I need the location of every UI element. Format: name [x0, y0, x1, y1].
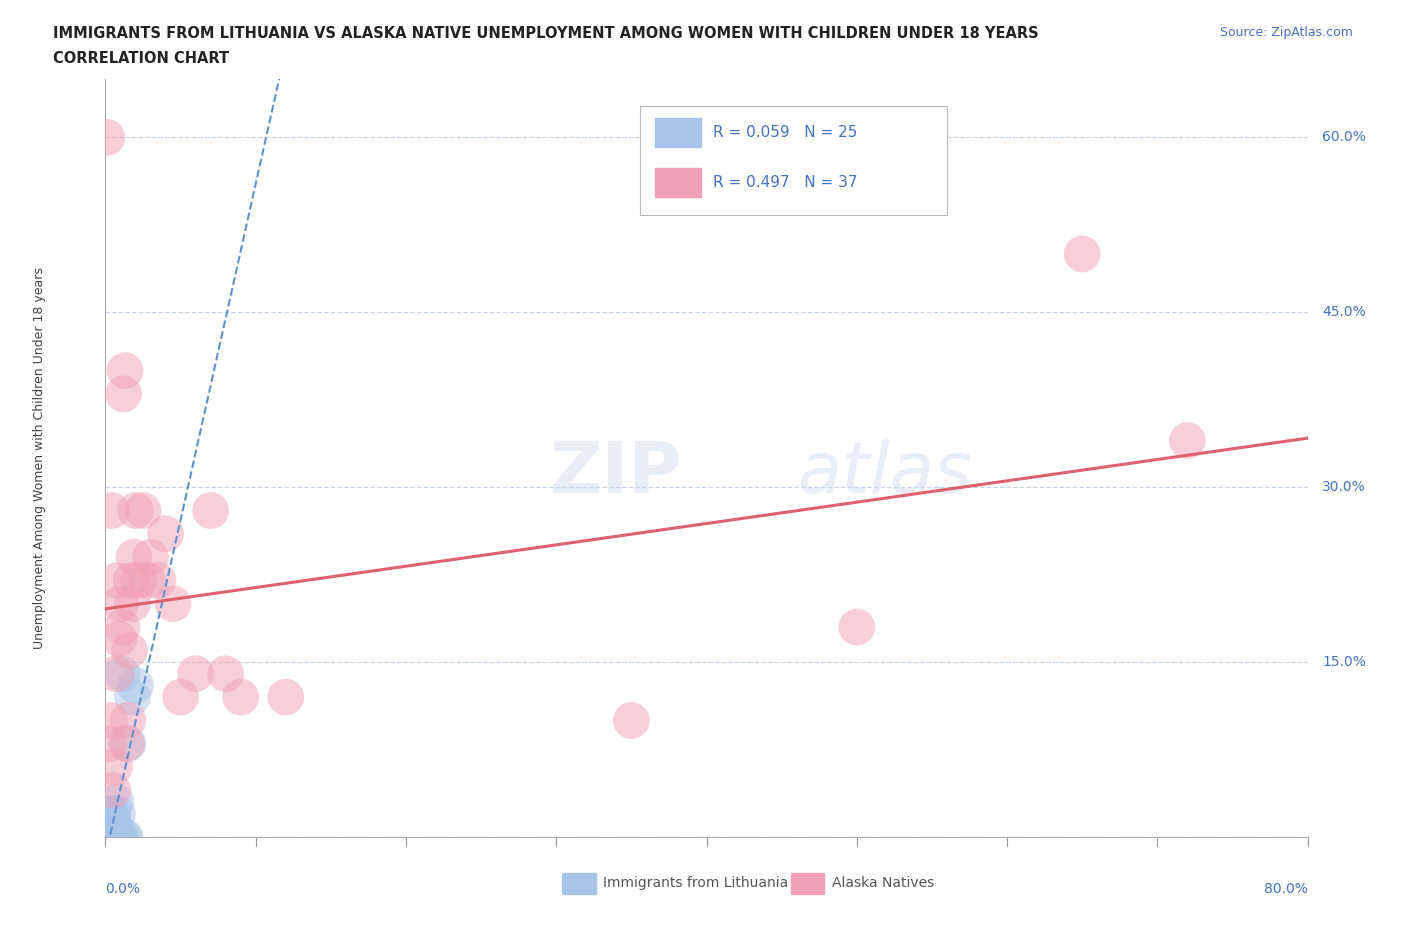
Point	[96, 817, 118, 832]
Point	[104, 830, 127, 844]
Point	[98, 817, 121, 832]
Point	[214, 666, 236, 681]
Point	[104, 794, 127, 809]
Point	[108, 631, 131, 646]
Bar	[655, 118, 700, 147]
Point	[845, 619, 868, 634]
Point	[107, 806, 129, 821]
Point	[97, 806, 120, 821]
Text: Unemployment Among Women with Children Under 18 years: Unemployment Among Women with Children U…	[32, 267, 46, 649]
Point	[114, 363, 136, 378]
Text: atlas: atlas	[797, 439, 972, 508]
Point	[120, 573, 142, 588]
FancyBboxPatch shape	[640, 106, 948, 216]
Point	[122, 550, 145, 565]
Point	[98, 713, 121, 728]
Point	[112, 387, 135, 402]
Point	[111, 666, 134, 681]
Point	[97, 737, 120, 751]
Point	[169, 690, 191, 705]
Point	[96, 130, 118, 145]
Point	[101, 817, 124, 832]
Point	[229, 690, 252, 705]
Point	[98, 806, 121, 821]
Point	[139, 550, 162, 565]
Point	[121, 690, 143, 705]
Text: CORRELATION CHART: CORRELATION CHART	[53, 51, 229, 66]
Point	[110, 830, 132, 844]
Point	[1175, 433, 1198, 448]
Bar	[655, 167, 700, 196]
Point	[98, 830, 121, 844]
Point	[107, 573, 129, 588]
Point	[118, 643, 141, 658]
Text: 0.0%: 0.0%	[105, 883, 141, 897]
Point	[117, 713, 139, 728]
Point	[100, 830, 122, 844]
Text: IMMIGRANTS FROM LITHUANIA VS ALASKA NATIVE UNEMPLOYMENT AMONG WOMEN WITH CHILDRE: IMMIGRANTS FROM LITHUANIA VS ALASKA NATI…	[53, 26, 1039, 41]
Text: R = 0.497   N = 37: R = 0.497 N = 37	[713, 175, 858, 190]
Text: Alaska Natives: Alaska Natives	[831, 876, 934, 890]
Text: R = 0.059   N = 25: R = 0.059 N = 25	[713, 126, 856, 140]
Point	[184, 666, 207, 681]
Point	[124, 503, 146, 518]
Point	[274, 690, 297, 705]
Point	[111, 619, 134, 634]
Point	[200, 503, 222, 518]
Bar	[790, 872, 824, 894]
Point	[101, 830, 124, 844]
Text: 30.0%: 30.0%	[1322, 480, 1365, 494]
Text: 80.0%: 80.0%	[1264, 883, 1308, 897]
Text: Source: ZipAtlas.com: Source: ZipAtlas.com	[1219, 26, 1353, 39]
Text: 15.0%: 15.0%	[1322, 655, 1365, 669]
Point	[97, 830, 120, 844]
Point	[136, 573, 159, 588]
Point	[103, 760, 125, 775]
Text: ZIP: ZIP	[550, 439, 682, 508]
Point	[101, 783, 124, 798]
Point	[162, 596, 184, 611]
Point	[108, 830, 131, 844]
Point	[112, 830, 135, 844]
Point	[101, 806, 124, 821]
Bar	[562, 872, 596, 894]
Point	[620, 713, 643, 728]
Point	[132, 503, 155, 518]
Text: 60.0%: 60.0%	[1322, 130, 1365, 144]
Point	[100, 503, 122, 518]
Point	[155, 526, 177, 541]
Text: Immigrants from Lithuania: Immigrants from Lithuania	[603, 876, 789, 890]
Point	[146, 573, 169, 588]
Point	[115, 737, 138, 751]
Point	[110, 596, 132, 611]
Point	[103, 817, 125, 832]
Point	[103, 830, 125, 844]
Point	[96, 830, 118, 844]
Point	[114, 830, 136, 844]
Point	[104, 666, 127, 681]
Point	[124, 678, 146, 693]
Point	[100, 817, 122, 832]
Point	[1071, 246, 1094, 261]
Point	[128, 573, 150, 588]
Text: 45.0%: 45.0%	[1322, 305, 1365, 319]
Point	[117, 737, 139, 751]
Point	[121, 596, 143, 611]
